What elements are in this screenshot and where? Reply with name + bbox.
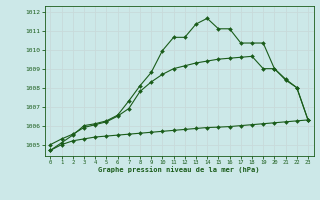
X-axis label: Graphe pression niveau de la mer (hPa): Graphe pression niveau de la mer (hPa) <box>99 167 260 173</box>
